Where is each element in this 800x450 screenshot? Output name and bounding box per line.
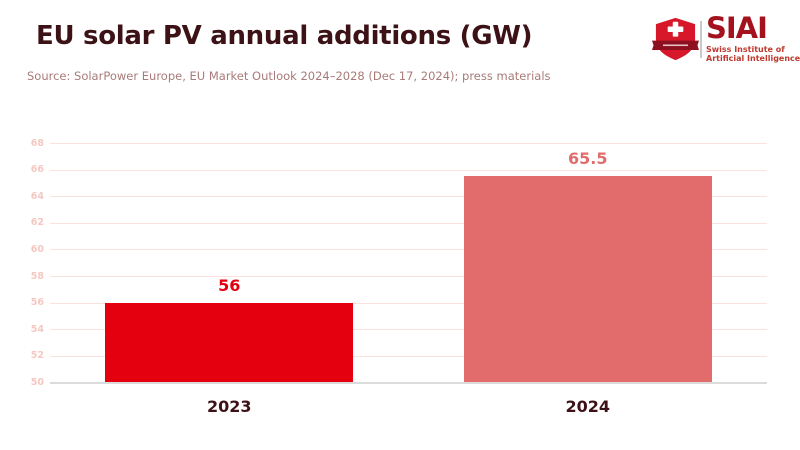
y-axis-tick-label: 52 — [30, 350, 44, 362]
logo-subtitle: Swiss Institute of Artificial Intelligen… — [706, 45, 800, 63]
gridline — [50, 143, 767, 144]
logo-subtitle-line2: Artificial Intelligence — [706, 54, 800, 64]
y-axis-tick-label: 66 — [30, 164, 44, 176]
bar-value-label: 56 — [218, 275, 241, 295]
source-note: Source: SolarPower Europe, EU Market Out… — [27, 69, 551, 83]
y-axis-tick-label: 56 — [30, 297, 44, 309]
logo-subtitle-line1: Swiss Institute of — [706, 45, 785, 54]
gridline — [50, 249, 767, 251]
y-axis-tick-label: 54 — [30, 323, 44, 335]
y-axis-tick-label: 64 — [30, 190, 44, 202]
bar-value-label: 65.5 — [568, 149, 608, 169]
x-axis-baseline — [50, 381, 767, 384]
logo-acronym: SIAI — [706, 11, 768, 45]
y-axis-tick-label: 62 — [30, 217, 44, 229]
bar-2023 — [105, 302, 354, 383]
logo-divider — [700, 21, 702, 58]
y-axis-tick-label: 50 — [30, 377, 44, 388]
x-axis-label: 2023 — [206, 396, 252, 416]
y-axis-tick-label: 58 — [30, 270, 44, 282]
gridline — [50, 276, 767, 278]
shield-cross-icon — [652, 17, 699, 61]
gridline — [50, 222, 767, 224]
bar-2024 — [463, 176, 712, 383]
gridline — [50, 355, 767, 357]
gridline — [50, 169, 767, 171]
gridline — [50, 329, 767, 331]
y-axis-tick-label: 60 — [30, 243, 44, 255]
page-title: EU solar PV annual additions (GW) — [36, 21, 533, 51]
x-axis-label: 2024 — [565, 396, 611, 416]
gridline — [50, 302, 767, 304]
gridline — [50, 196, 767, 198]
y-axis-tick-label: 68 — [30, 137, 44, 149]
siai-logo: SIAI Swiss Institute of Artificial Intel… — [652, 11, 800, 65]
